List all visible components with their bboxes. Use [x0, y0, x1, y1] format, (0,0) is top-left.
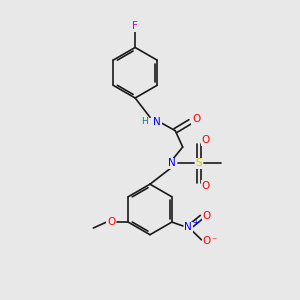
Text: O: O	[203, 236, 211, 246]
Text: N: N	[184, 222, 192, 233]
Text: N: N	[168, 158, 176, 168]
Text: O: O	[203, 211, 211, 220]
Text: H: H	[142, 117, 148, 126]
Text: O: O	[192, 114, 200, 124]
Text: +: +	[192, 218, 198, 226]
Text: O: O	[202, 136, 210, 146]
Text: F: F	[132, 21, 138, 31]
Text: ⁻: ⁻	[212, 236, 217, 246]
Text: N: N	[153, 117, 161, 127]
Text: S: S	[196, 158, 202, 168]
Text: O: O	[107, 217, 115, 227]
Text: O: O	[202, 181, 210, 191]
